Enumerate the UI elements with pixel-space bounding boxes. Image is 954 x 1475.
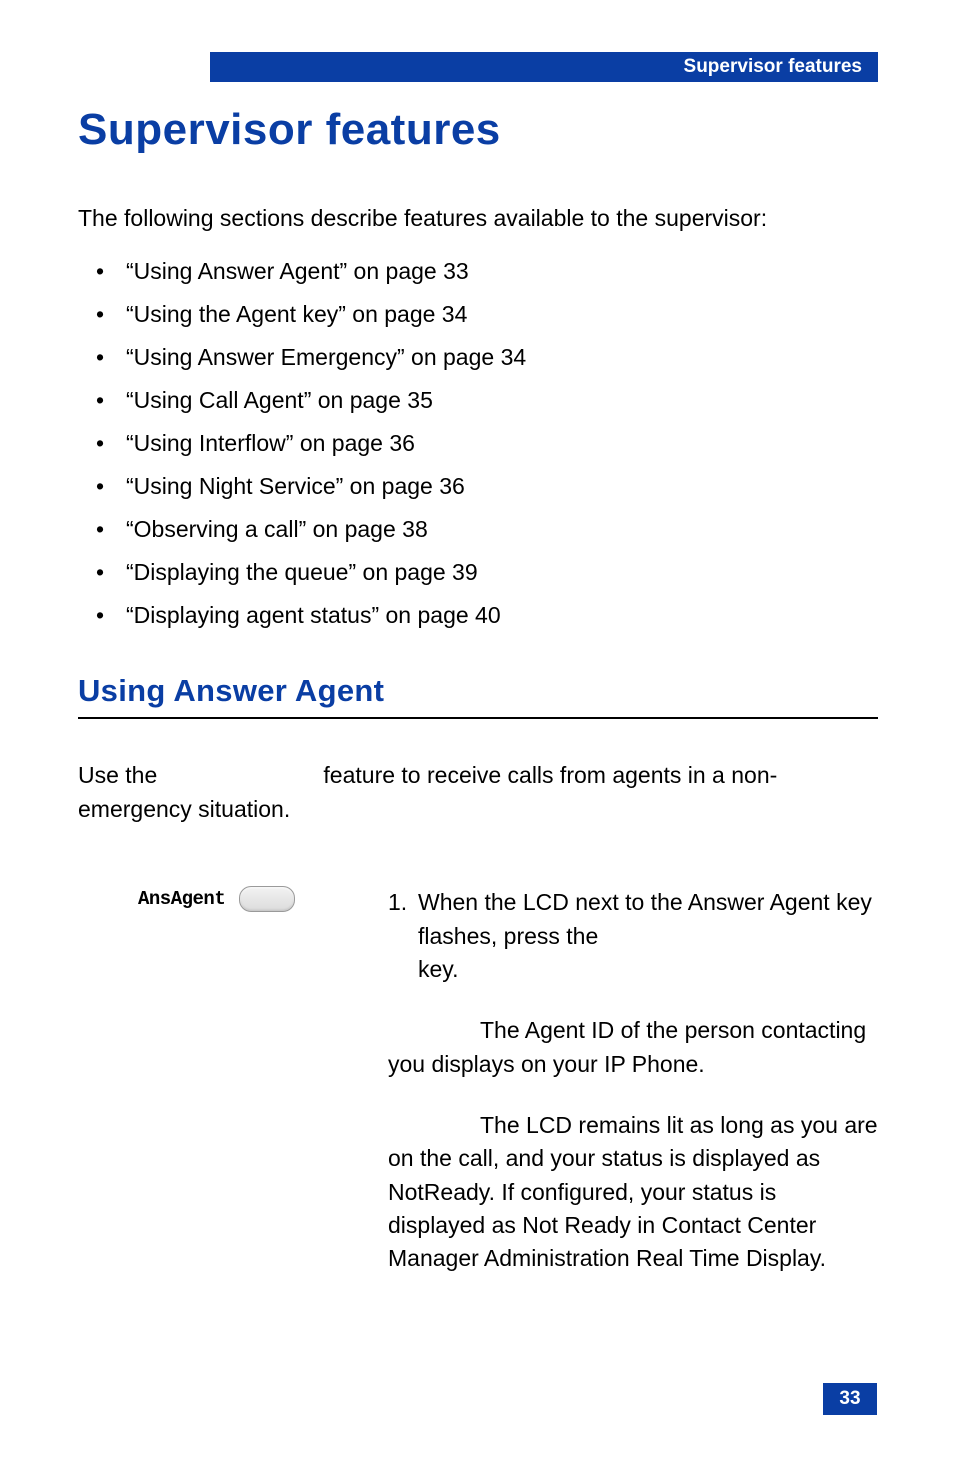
toc-item[interactable]: “Using Answer Agent” on page 33: [106, 250, 878, 293]
note-paragraph-2: The LCD remains lit as long as you are o…: [388, 1109, 878, 1276]
section-intro-part2: feature to receive calls from agents in …: [323, 762, 777, 788]
header-label: Supervisor features: [684, 56, 862, 78]
section-intro-part1: Use the: [78, 762, 157, 788]
section-intro-part3: emergency situation.: [78, 796, 290, 822]
section-intro: Use the feature to receive calls from ag…: [78, 759, 878, 826]
step-text-a: When the LCD next to the Answer Agent ke…: [418, 889, 872, 948]
phone-key-icon: [239, 886, 295, 912]
page-number-badge: 33: [823, 1383, 877, 1415]
page: Supervisor features Supervisor features …: [0, 0, 954, 1475]
section-divider: [78, 717, 878, 719]
step-1: 1. When the LCD next to the Answer Agent…: [388, 886, 878, 986]
page-title: Supervisor features: [78, 105, 878, 155]
page-number: 33: [839, 1388, 860, 1410]
step-text: When the LCD next to the Answer Agent ke…: [418, 886, 878, 986]
toc-item[interactable]: “Using Night Service” on page 36: [106, 465, 878, 508]
toc-item[interactable]: “Using the Agent key” on page 34: [106, 293, 878, 336]
content-area: Supervisor features The following sectio…: [78, 105, 878, 1299]
toc-item[interactable]: “Observing a call” on page 38: [106, 508, 878, 551]
header-bar: Supervisor features: [210, 52, 878, 82]
intro-paragraph: The following sections describe features…: [78, 203, 878, 234]
step-number: 1.: [388, 886, 418, 986]
toc-item[interactable]: “Using Call Agent” on page 35: [106, 379, 878, 422]
toc-list: “Using Answer Agent” on page 33 “Using t…: [78, 250, 878, 637]
section-heading: Using Answer Agent: [78, 673, 878, 709]
step-row: AnsAgent 1. When the LCD next to the Ans…: [78, 886, 878, 1298]
toc-item[interactable]: “Using Answer Emergency” on page 34: [106, 336, 878, 379]
button-label: AnsAgent: [138, 888, 225, 910]
step-content: 1. When the LCD next to the Answer Agent…: [388, 886, 878, 1298]
toc-item[interactable]: “Displaying agent status” on page 40: [106, 594, 878, 637]
button-illustration: AnsAgent: [78, 886, 388, 912]
step-text-b: key.: [418, 956, 458, 982]
toc-item[interactable]: “Displaying the queue” on page 39: [106, 551, 878, 594]
note-paragraph-1: The Agent ID of the person contacting yo…: [388, 1014, 878, 1081]
toc-item[interactable]: “Using Interflow” on page 36: [106, 422, 878, 465]
